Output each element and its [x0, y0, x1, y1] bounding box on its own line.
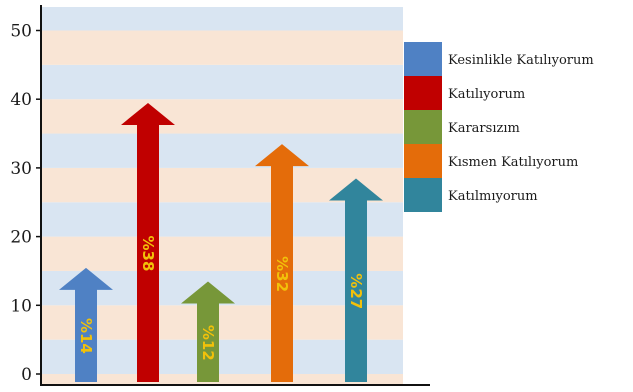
axes — [40, 5, 430, 386]
y-axis-ticks: 0 10 20 30 40 50 — [10, 22, 41, 385]
data-label-3: %12 — [199, 325, 217, 361]
y-tick-label: 40 — [10, 90, 32, 110]
background-band — [41, 236, 403, 271]
bar-arrow-1 — [59, 267, 113, 382]
background-band — [41, 202, 403, 237]
data-label-4: %32 — [273, 256, 291, 292]
bar-arrow-5 — [329, 178, 383, 382]
background-band — [41, 339, 403, 374]
background-band — [41, 99, 403, 134]
background-band — [41, 7, 403, 31]
legend-swatch-5 — [404, 178, 442, 212]
y-tick-label: 50 — [10, 22, 32, 42]
bar-arrow-2 — [121, 102, 175, 382]
y-tick-label: 20 — [10, 228, 32, 248]
plot-background — [41, 7, 403, 386]
bar-arrow-3 — [181, 281, 235, 382]
legend-label-2: Katılıyorum — [448, 87, 525, 102]
legend-label-4: Kısmen Katılıyorum — [448, 155, 578, 170]
data-label-5: %27 — [347, 273, 365, 309]
legend-label-1: Kesinlikle Katılıyorum — [448, 53, 594, 68]
legend-swatch-4 — [404, 144, 442, 178]
bars: %14 %38 %12 %32 %27 — [59, 102, 383, 382]
legend-label-5: Katılmıyorum — [448, 189, 538, 204]
background-band — [41, 305, 403, 340]
y-tick-label: 0 — [21, 365, 32, 385]
legend: Kesinlikle Katılıyorum Katılıyorum Kararsı… — [404, 42, 594, 212]
data-label-2: %38 — [139, 236, 157, 272]
data-label-1: %14 — [77, 318, 95, 354]
legend-swatch-3 — [404, 110, 442, 144]
background-band — [41, 64, 403, 100]
legend-swatch-2 — [404, 76, 442, 110]
y-tick-label: 30 — [10, 159, 32, 179]
legend-swatch-1 — [404, 42, 442, 76]
y-tick-label: 10 — [10, 296, 32, 316]
bar-arrow-4 — [255, 144, 309, 382]
legend-label-3: Kararsızım — [448, 121, 520, 136]
background-band — [41, 133, 403, 168]
background-band — [41, 374, 403, 386]
background-band — [41, 30, 403, 65]
